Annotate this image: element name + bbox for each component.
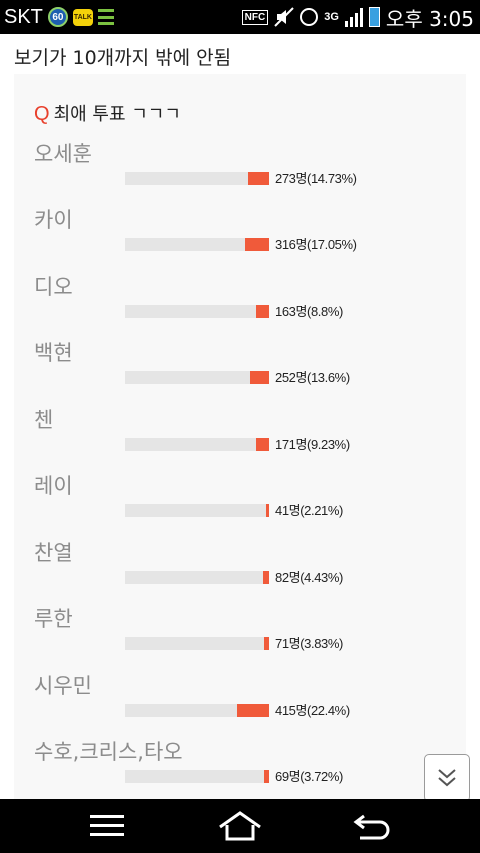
option-bar-fill [256,438,269,451]
option-label: 레이 [34,474,73,498]
option-label: 첸 [34,408,54,432]
scroll-down-button[interactable] [424,754,470,802]
option-label: 카이 [34,208,73,232]
poll-option[interactable]: 루한 71명(3.83%) [14,603,466,669]
option-stat: 316명(17.05%) [275,237,357,252]
option-bar-track [125,172,269,185]
poll-card: Q 최애 투표 ㄱㄱㄱ 오세훈 273명(14.73%) 카이 316명(17.0… [14,74,466,804]
option-label: 루한 [34,607,73,631]
q-mark: Q [34,103,50,125]
option-label: 디오 [34,275,73,299]
option-stat: 82명(4.43%) [275,570,343,585]
notes-icon [97,9,114,25]
poll-question-text: 최애 투표 ㄱㄱㄱ [53,104,181,125]
option-bar-track [125,571,269,584]
option-bar-fill [250,371,269,384]
poll-option[interactable]: 레이 41명(2.21%) [14,470,466,536]
nfc-icon: NFC [241,9,269,25]
poll-option[interactable]: 시우민 415명(22.4%) [14,670,466,736]
poll-option[interactable]: 오세훈 273명(14.73%) [14,138,466,204]
option-stat: 71명(3.83%) [275,636,343,651]
double-chevron-down-icon [438,769,456,787]
option-bar-fill [263,571,269,584]
signal-strength-icon [344,7,363,27]
option-bar-fill [248,172,269,185]
poll-option[interactable]: 디오 163명(8.8%) [14,271,466,337]
option-bar-track [125,637,269,650]
option-label: 찬열 [34,541,73,565]
option-stat: 69명(3.72%) [275,769,343,784]
option-bar-fill [264,637,269,650]
option-bar-fill [237,704,269,717]
poll-option[interactable]: 찬열 82명(4.43%) [14,537,466,603]
option-label: 시우민 [34,674,92,698]
mute-icon [274,7,294,27]
option-stat: 273명(14.73%) [275,171,357,186]
home-button[interactable] [200,799,280,853]
status-bar: SKT 60 TALK NFC 3G 오후 3:05 [0,0,480,34]
option-bar-track [125,438,269,451]
kakaotalk-icon: TALK [72,8,93,26]
poll-option[interactable]: 카이 316명(17.05%) [14,204,466,270]
poll-option[interactable]: 수호,크리스,타오 69명(3.72%) [14,736,466,802]
option-bar-fill [245,238,269,251]
menu-button[interactable] [67,799,147,853]
poll-question: Q 최애 투표 ㄱㄱㄱ [34,100,181,126]
network-type-label: 3G [324,10,339,23]
option-bar-track [125,371,269,384]
alarm-clock-icon [300,8,319,26]
option-bar-fill [264,770,269,783]
option-bar-fill [266,504,269,517]
option-bar-track [125,704,269,717]
title-bar: 보기가 10개까지 밖에 안됨 [0,34,480,78]
option-stat: 415명(22.4%) [275,703,350,718]
battery-icon [368,7,380,27]
home-icon [219,811,261,841]
option-bar-track [125,770,269,783]
clock-label: 오후 3:05 [385,6,474,31]
option-bar-track [125,504,269,517]
option-bar-fill [256,305,269,318]
option-bar-track [125,238,269,251]
option-stat: 252명(13.6%) [275,370,350,385]
page-title: 보기가 10개까지 밖에 안됨 [14,47,232,69]
menu-icon [90,815,124,836]
poll-option[interactable]: 첸 171명(9.23%) [14,404,466,470]
option-label: 수호,크리스,타오 [34,740,183,764]
navigation-bar [0,799,480,853]
carrier-label: SKT [4,5,43,28]
notification-badge-icon: 60 [47,7,68,27]
back-icon [353,814,390,840]
option-stat: 171명(9.23%) [275,437,350,452]
option-stat: 163명(8.8%) [275,304,343,319]
poll-option[interactable]: 백현 252명(13.6%) [14,337,466,403]
option-label: 오세훈 [34,142,92,166]
option-stat: 41명(2.21%) [275,503,343,518]
option-label: 백현 [34,341,73,365]
option-bar-track [125,305,269,318]
back-button[interactable] [332,799,412,853]
